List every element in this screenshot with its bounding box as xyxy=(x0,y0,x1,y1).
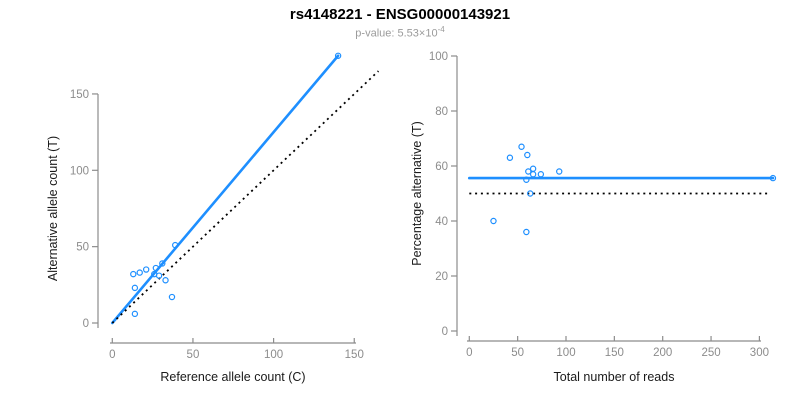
data-point xyxy=(506,154,514,161)
subtitle-exponent: -4 xyxy=(437,25,445,34)
x-tick-label: 0 xyxy=(466,347,472,359)
y-tick-label: 80 xyxy=(435,106,448,118)
data-point xyxy=(168,293,176,301)
x-tick-label: 250 xyxy=(701,347,720,359)
y-axis-title: Percentage alternative (T) xyxy=(410,121,424,266)
y-tick-label: 20 xyxy=(435,271,448,283)
data-point xyxy=(529,165,537,172)
x-axis-title: Reference allele count (C) xyxy=(160,370,305,384)
y-tick-label: 100 xyxy=(429,51,448,63)
data-point xyxy=(556,168,563,175)
y-tick-label: 40 xyxy=(435,216,448,228)
data-point xyxy=(162,277,169,284)
page-title: rs4148221 - ENSG00000143921 xyxy=(289,6,511,23)
identity-line xyxy=(111,70,380,324)
y-tick-label: 60 xyxy=(435,161,448,173)
subtitle-text: p-value: 5.53×10 xyxy=(355,27,438,40)
y-tick-label: 0 xyxy=(83,318,89,330)
data-point xyxy=(537,171,545,178)
data-point xyxy=(518,143,525,150)
data-point xyxy=(152,264,160,272)
data-point xyxy=(529,171,537,178)
x-tick-label: 200 xyxy=(653,347,672,359)
x-tick-label: 0 xyxy=(109,349,115,361)
data-point xyxy=(155,272,163,279)
data-point xyxy=(142,266,150,273)
data-point xyxy=(172,241,179,249)
data-point xyxy=(523,176,530,183)
data-point xyxy=(131,284,139,292)
data-point xyxy=(334,52,342,59)
allele-counts-plot: 0 50 100 150 0 50 100 150 Reference allele count… xyxy=(46,52,380,384)
x-tick-label: 50 xyxy=(511,347,524,359)
data-point xyxy=(136,269,143,276)
x-tick-label: 50 xyxy=(187,349,200,361)
x-tick-label: 100 xyxy=(556,347,575,359)
y-tick-label: 50 xyxy=(76,242,89,254)
y-tick-label: 0 xyxy=(442,326,448,338)
x-tick-label: 150 xyxy=(605,347,624,359)
x-tick-label: 100 xyxy=(264,349,283,361)
data-point xyxy=(524,151,531,159)
y-axis-title: Alternative allele count (T) xyxy=(46,136,60,281)
x-tick-label: 150 xyxy=(345,349,364,361)
x-tick-label: 300 xyxy=(750,347,769,359)
fit-line xyxy=(111,54,340,325)
data-point xyxy=(131,310,139,318)
subtitle: p-value: 5.53×10-4 xyxy=(0,25,800,40)
data-point xyxy=(769,174,777,182)
y-tick-label: 100 xyxy=(70,165,89,177)
data-point xyxy=(525,168,532,175)
percentage-vs-reads-plot: 0 50 100 150 200 250 300 0 20 40 60 80 100 Total numb… xyxy=(410,51,777,384)
y-tick-label: 150 xyxy=(70,89,89,101)
data-point xyxy=(130,270,137,278)
data-point xyxy=(527,190,534,197)
data-point xyxy=(159,260,166,267)
data-point xyxy=(523,228,530,236)
x-axis-title: Total number of reads xyxy=(554,370,675,384)
data-point xyxy=(490,217,497,225)
